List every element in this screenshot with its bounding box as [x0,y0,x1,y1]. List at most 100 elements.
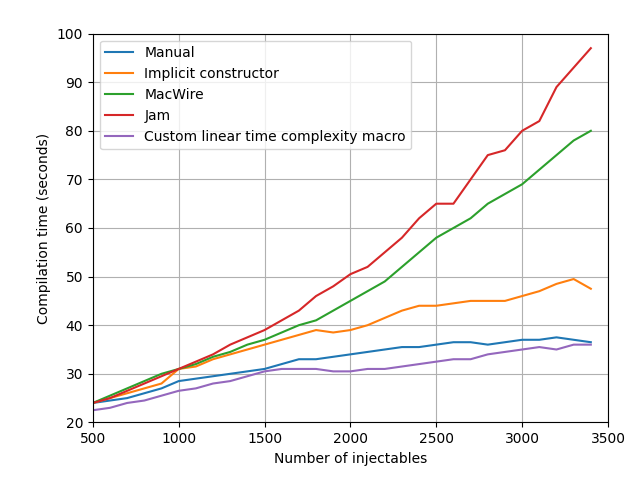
Custom linear time complexity macro [381,366,388,372]
Custom linear time complexity macro [175,388,182,394]
Custom linear time complexity macro [192,385,200,391]
MacWire [467,216,474,221]
Jam [106,395,114,401]
Manual [484,342,492,348]
Y-axis label: Compilation time (seconds): Compilation time (seconds) [37,132,51,324]
Manual [467,339,474,345]
MacWire [570,138,577,144]
Custom linear time complexity macro [244,373,252,379]
Jam [381,250,388,255]
Custom linear time complexity macro [518,347,526,352]
MacWire [157,371,165,377]
Custom linear time complexity macro [501,349,509,355]
Jam [467,177,474,182]
Manual [192,376,200,382]
MacWire [192,361,200,367]
Implicit constructor [347,327,355,333]
Manual [330,354,337,360]
MacWire [518,181,526,187]
Jam [536,118,543,124]
Jam [312,293,320,299]
Manual [553,335,561,340]
Custom linear time complexity macro [433,359,440,364]
Implicit constructor [192,364,200,370]
Custom linear time complexity macro [209,381,217,386]
Custom linear time complexity macro [330,369,337,374]
Implicit constructor [209,356,217,362]
Custom linear time complexity macro [260,369,268,374]
Implicit constructor [175,366,182,372]
MacWire [89,400,97,406]
MacWire [536,167,543,172]
Jam [364,264,371,270]
Jam [433,201,440,206]
Manual [570,337,577,343]
MacWire [364,288,371,294]
Implicit constructor [244,347,252,352]
MacWire [175,366,182,372]
Line: Manual: Manual [93,337,591,403]
Manual [227,371,234,377]
Custom linear time complexity macro [89,408,97,413]
Line: Jam: Jam [93,48,591,403]
Jam [501,147,509,153]
Custom linear time complexity macro [467,356,474,362]
Jam [553,84,561,90]
Implicit constructor [106,395,114,401]
Manual [312,356,320,362]
Implicit constructor [278,337,285,343]
Line: MacWire: MacWire [93,131,591,403]
MacWire [141,378,148,384]
Manual [106,397,114,403]
Custom linear time complexity macro [227,378,234,384]
Implicit constructor [330,330,337,336]
Custom linear time complexity macro [364,366,371,372]
Manual [536,337,543,343]
Jam [398,235,406,240]
Jam [260,327,268,333]
MacWire [278,330,285,336]
Jam [124,388,131,394]
Implicit constructor [484,298,492,304]
Implicit constructor [553,281,561,287]
Jam [157,373,165,379]
Custom linear time complexity macro [553,347,561,352]
Jam [570,65,577,71]
Implicit constructor [570,276,577,282]
MacWire [330,308,337,313]
Manual [364,349,371,355]
Legend: Manual, Implicit constructor, MacWire, Jam, Custom linear time complexity macro: Manual, Implicit constructor, MacWire, J… [100,40,412,149]
Jam [192,359,200,364]
Implicit constructor [312,327,320,333]
Custom linear time complexity macro [312,366,320,372]
Implicit constructor [124,390,131,396]
Manual [175,378,182,384]
MacWire [501,191,509,197]
MacWire [450,225,458,231]
Implicit constructor [364,323,371,328]
MacWire [295,323,303,328]
Manual [347,351,355,357]
Implicit constructor [398,308,406,313]
Manual [157,385,165,391]
Manual [518,337,526,343]
MacWire [244,342,252,348]
MacWire [347,298,355,304]
Jam [89,400,97,406]
Line: Custom linear time complexity macro: Custom linear time complexity macro [93,345,591,410]
Jam [278,317,285,323]
Custom linear time complexity macro [450,356,458,362]
Implicit constructor [467,298,474,304]
Manual [141,390,148,396]
Manual [398,344,406,350]
Jam [484,152,492,158]
Implicit constructor [141,385,148,391]
Manual [587,339,595,345]
Jam [518,128,526,133]
Manual [278,361,285,367]
Implicit constructor [536,288,543,294]
Jam [175,366,182,372]
Custom linear time complexity macro [141,397,148,403]
Jam [415,216,423,221]
MacWire [312,317,320,323]
